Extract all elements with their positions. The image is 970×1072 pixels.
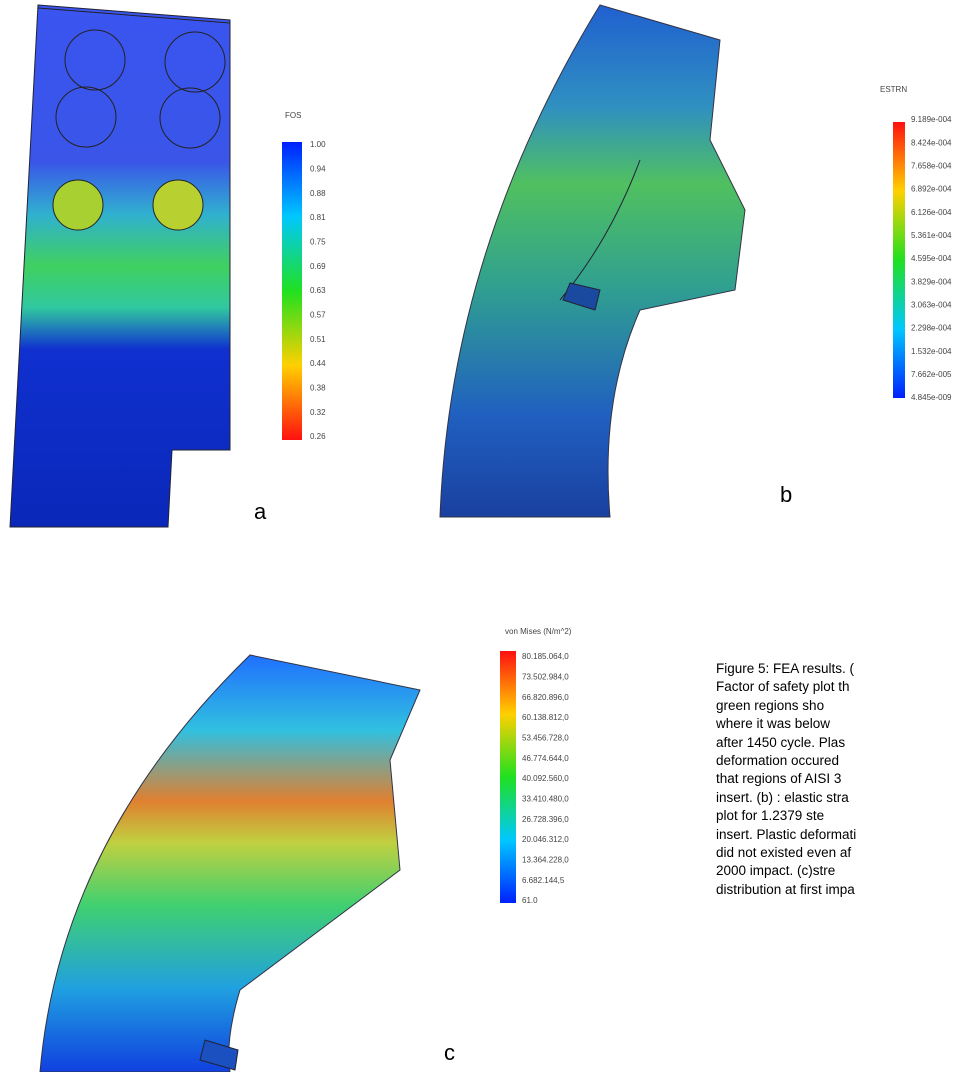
caption-line: deformation occured [716,752,970,770]
caption-line: insert. (b) : elastic stra [716,789,970,807]
page: FOS ESTRN von Mises (N/m^2) a b c 1.00 0.… [0,0,970,1072]
tick-label: 5.361e-004 [911,231,952,240]
caption: Figure 5: FEA results. (Factor of safety… [716,660,970,899]
tick-label: 0.38 [310,383,326,392]
caption-line: where it was below [716,715,970,733]
tick-label: 6.682.144,5 [522,876,565,885]
caption-line: after 1450 cycle. Plas [716,734,970,752]
colorbar-b [893,122,905,398]
panel-label: a [254,499,267,524]
tick-label: 0.94 [310,164,326,173]
colorbar-a [282,142,302,440]
tick-label: 0.63 [310,286,326,295]
figure: FOS ESTRN von Mises (N/m^2) a b c 1.00 0.… [0,0,970,1072]
caption-line: that regions of AISI 3 [716,770,970,788]
tick-label: 9.189e-004 [911,115,952,124]
caption-line: Factor of safety plot th [716,678,970,696]
tick-label: 4.845e-009 [911,393,952,402]
legend-title: von Mises (N/m^2) [505,627,572,636]
tick-label: 3.063e-004 [911,300,952,309]
tick-label: 80.185.064,0 [522,652,569,661]
panel-label: c [444,1040,455,1065]
tick-label: 0.81 [310,213,326,222]
tick-label: 8.424e-004 [911,138,952,147]
tick-label: 1.00 [310,140,326,149]
tick-label: 13.364.228,0 [522,855,569,864]
colorbar-c [500,651,516,903]
tick-label: 6.892e-004 [911,185,952,194]
tick-label: 61.0 [522,896,538,905]
tick-label: 53.456.728,0 [522,733,569,742]
fea-part-b [440,5,745,517]
tick-label: 7.658e-004 [911,161,952,170]
tick-label: 6.126e-004 [911,208,952,217]
fea-part-a [10,5,230,527]
tick-label: 0.32 [310,408,326,417]
legend-title: ESTRN [880,85,907,94]
tick-label: 2.298e-004 [911,324,952,333]
panel-label: b [780,482,792,507]
tick-label: 40.092.560,0 [522,774,569,783]
tick-label: 0.88 [310,189,326,198]
tick-label: 26.728.396,0 [522,815,569,824]
caption-line: 2000 impact. (c)stre [716,862,970,880]
tick-label: 0.51 [310,335,326,344]
tick-label: 0.69 [310,262,326,271]
tick-label: 1.532e-004 [911,347,952,356]
tick-label: 46.774.644,0 [522,754,569,763]
caption-line: plot for 1.2379 ste [716,807,970,825]
caption-line: insert. Plastic deformati [716,826,970,844]
tick-label: 0.26 [310,432,326,441]
tick-label: 0.57 [310,310,326,319]
tick-label: 3.829e-004 [911,277,952,286]
caption-line: distribution at first impa [716,881,970,899]
caption-line: did not existed even af [716,844,970,862]
tick-label: 4.595e-004 [911,254,952,263]
legend-title: FOS [285,111,301,120]
tick-label: 20.046.312,0 [522,835,569,844]
tick-label: 0.44 [310,359,326,368]
fea-part-c [40,655,420,1072]
tick-label: 66.820.896,0 [522,693,569,702]
tick-label: 73.502.984,0 [522,672,569,681]
tick-label: 60.138.812,0 [522,713,569,722]
tick-label: 7.662e-005 [911,370,952,379]
tick-label: 33.410.480,0 [522,794,569,803]
caption-line: green regions sho [716,697,970,715]
caption-line: Figure 5: FEA results. ( [716,660,970,678]
tick-label: 0.75 [310,237,326,246]
